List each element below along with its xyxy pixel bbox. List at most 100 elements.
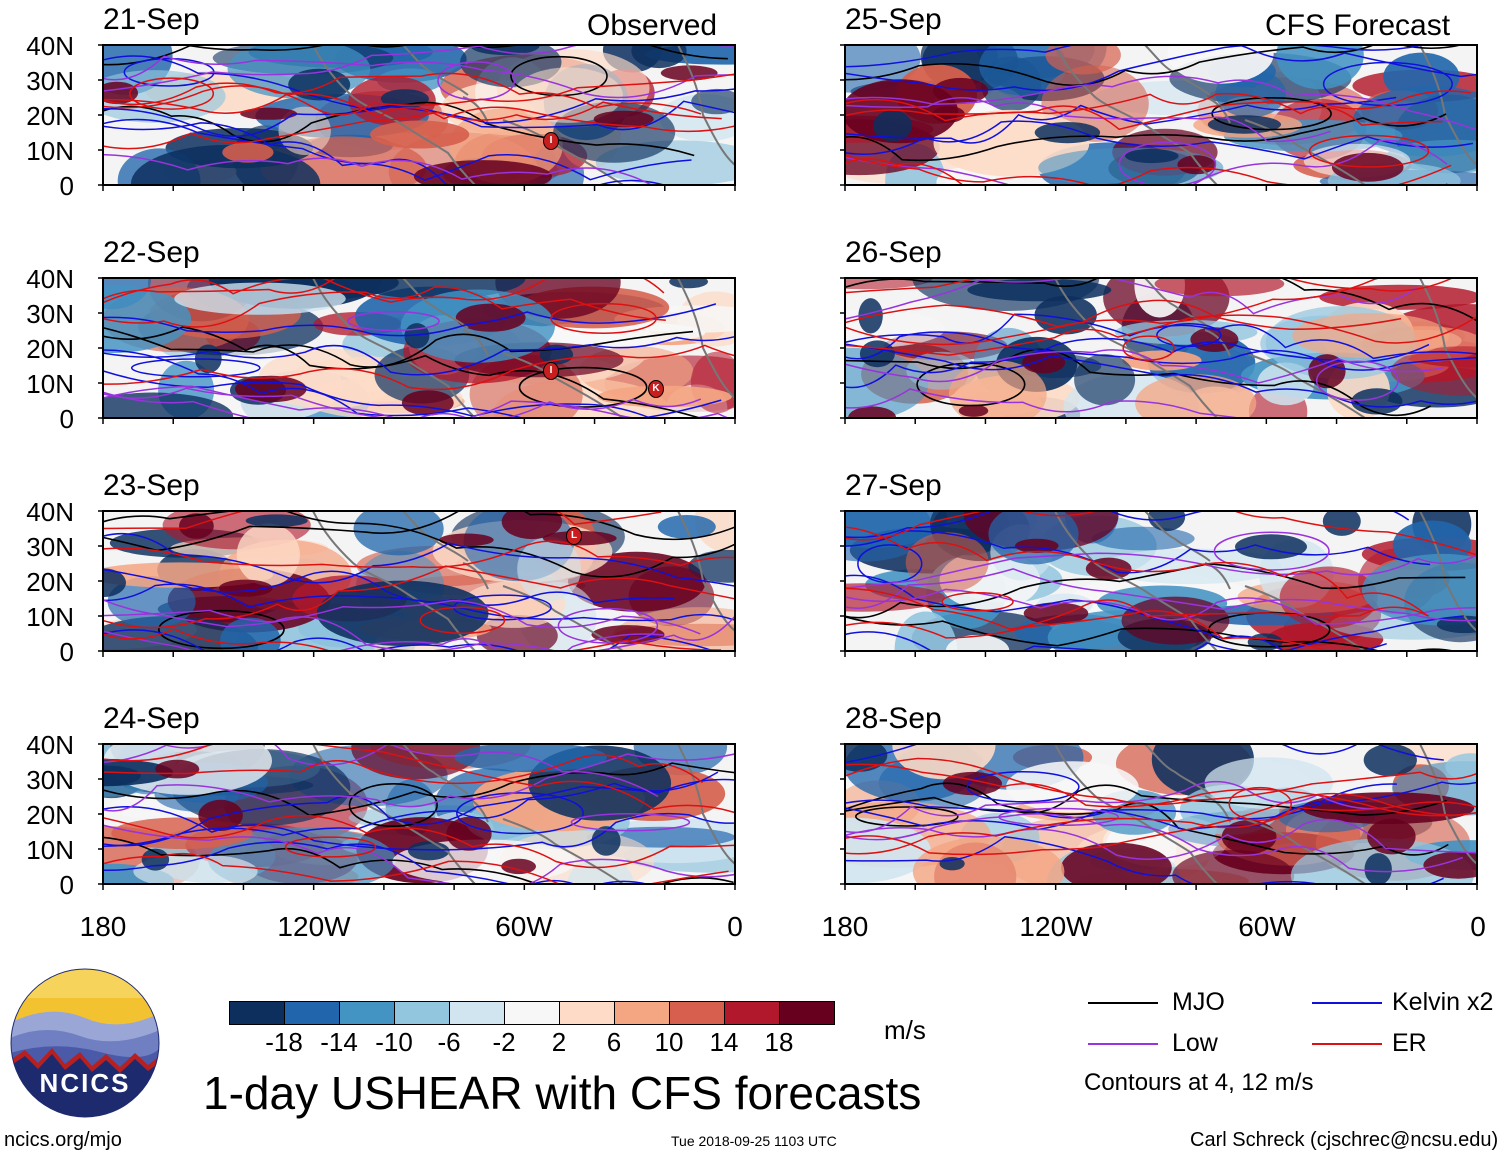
lon-label-left: 180 [79,911,127,942]
shear-blob [905,532,989,593]
shear-blob [1061,842,1172,884]
lat-label: 40N [26,31,74,61]
lon-label-right: 120W [1019,911,1093,942]
shear-core [1125,148,1179,164]
anomaly-contour-loop [1118,141,1217,185]
anomaly-contour [103,93,735,133]
footer-url: ncics.org/mjo [4,1129,122,1151]
anomaly-contour [845,314,1477,356]
coastline [312,278,735,418]
shear-core [103,568,126,597]
anomaly-contour [845,278,1382,328]
anomaly-contour [845,90,1471,131]
legend-note: Contours at 4, 12 m/s [1084,1069,1314,1096]
panel-date: 25-Sep [845,3,942,36]
colorbar-segment [504,1001,560,1025]
anomaly-contour [845,343,1477,408]
anomaly-contour-loop [1228,786,1292,821]
anomaly-contour-loop [419,606,506,635]
coastline [312,45,735,185]
storm-marker-icon: I [543,132,559,150]
figure-title: 1-day USHEAR with CFS forecasts [203,1067,922,1119]
anomaly-contour [845,511,1477,556]
storm-marker-icon: I [543,362,559,380]
shear-core [103,765,141,787]
panel-date: 26-Sep [845,236,942,269]
colorbar-tick-label: -18 [265,1027,303,1057]
anomaly-contour [103,387,591,418]
legend-label-mjo: MJO [1172,988,1225,1016]
lat-label: 30N [26,299,74,329]
anomaly-contour [103,568,675,606]
anomaly-contour [845,299,1402,346]
shear-blob [174,282,346,315]
shear-blob [278,106,331,155]
anomaly-contour-loop [347,311,440,332]
anomaly-contour [103,153,653,185]
shear-blob [103,392,234,418]
anomaly-contour [103,391,731,418]
shear-blob [1256,362,1315,406]
forecast-label: CFS Forecast [1265,9,1451,42]
lat-label: 10N [26,835,74,865]
anomaly-contour [845,45,1427,92]
anomaly-contour [103,122,692,182]
anomaly-contour [845,526,1428,617]
anomaly-contour [103,101,722,150]
anomaly-contour [845,552,1477,589]
shear-core [1363,744,1417,777]
anomaly-contour [103,303,717,337]
legend-label-low: Low [1172,1029,1218,1057]
lat-label: 20N [26,567,74,597]
shear-core [1015,538,1059,553]
anomaly-contour [103,771,719,847]
anomaly-contour [103,806,735,851]
anomaly-contour [845,139,1448,185]
anomaly-contour [103,599,701,635]
shear-blob [1135,374,1257,418]
colorbar-units: m/s [884,1015,926,1045]
anomaly-contour-loop [1322,61,1453,107]
anomaly-contour [103,533,735,587]
shear-core [873,110,913,142]
shear-core [1148,511,1186,532]
panel-date: 21-Sep [103,3,200,36]
shear-core [1364,853,1392,884]
anomaly-contour [103,836,734,884]
observed-label: Observed [587,9,718,42]
anomaly-contour [845,349,1444,384]
lat-label: 20N [26,334,74,364]
map-panel [840,277,1478,424]
anomaly-contour [845,587,1430,630]
colorbar-tick-label: -10 [375,1027,413,1057]
anomaly-contour [845,615,1464,651]
lat-label: 10N [26,369,74,399]
anomaly-contour [103,385,702,418]
anomaly-contour-loop [284,836,377,858]
lat-label: 10N [26,602,74,632]
anomaly-contour-loop [966,771,1080,803]
anomaly-contour [103,118,667,185]
shear-blob [413,160,552,185]
shear-core [446,816,492,851]
anomaly-contour [103,744,659,798]
anomaly-contour [103,754,703,785]
shear-blob [1167,45,1274,84]
anomaly-contour [845,158,1452,185]
panel-date: 22-Sep [103,236,200,269]
legend-label-er: ER [1392,1029,1427,1057]
anomaly-contour [845,801,1477,855]
lat-label: 40N [26,497,74,527]
anomaly-contour [845,836,1444,884]
shear-core [240,107,298,120]
panel-date: 27-Sep [845,469,942,502]
shear-blob [236,523,300,586]
anomaly-contour [103,628,722,651]
shear-core [155,759,200,779]
map-panel [98,743,736,890]
anomaly-contour-loop [916,362,1026,407]
coastline [1054,511,1477,651]
anomaly-contour-loop [348,782,438,828]
anomaly-contour [845,784,1447,816]
shear-blob [1154,278,1285,297]
